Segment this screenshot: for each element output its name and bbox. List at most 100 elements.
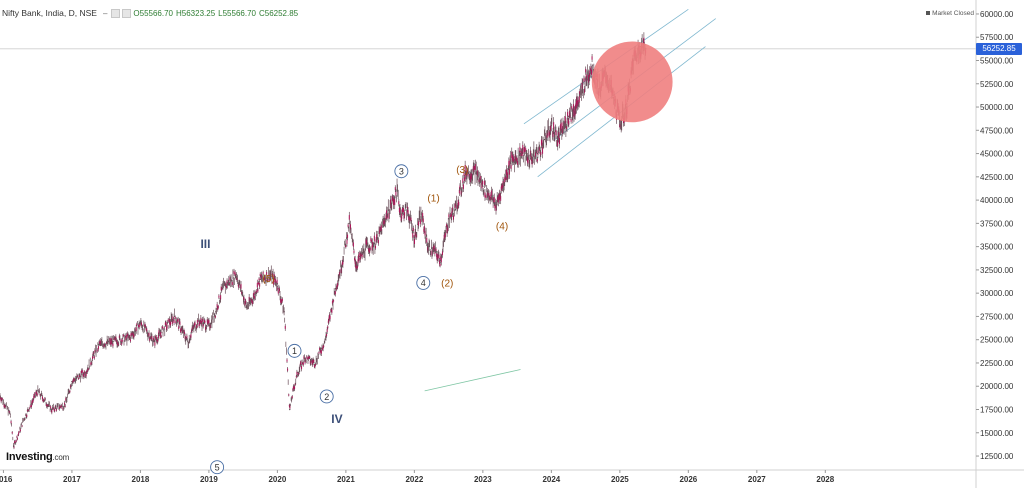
candle-body — [369, 247, 371, 250]
candle-body — [473, 165, 475, 170]
candle-body — [207, 320, 209, 324]
minus-icon[interactable]: – — [102, 8, 108, 18]
candle-body — [144, 323, 146, 327]
wave-label-paren[interactable]: (1) — [427, 194, 439, 205]
candle-body — [546, 133, 548, 138]
candle-body — [585, 74, 587, 82]
candle-body — [409, 216, 411, 221]
candle-body — [451, 207, 453, 212]
candle-body — [160, 332, 162, 336]
candle-body — [542, 147, 544, 154]
candle-body — [553, 122, 555, 130]
wave-label-circle[interactable] — [394, 164, 409, 179]
candle-body — [251, 300, 253, 303]
candle-body — [318, 351, 320, 354]
wave-label-circle[interactable] — [210, 460, 225, 475]
highlight-circle[interactable] — [591, 41, 673, 123]
candle-body — [113, 337, 115, 341]
candle-body — [82, 370, 84, 373]
candle-body — [177, 319, 179, 322]
candle-body — [326, 334, 328, 337]
y-tick-label: 35000.00 — [980, 243, 1014, 252]
candle-body — [423, 228, 425, 232]
candle-body — [96, 349, 98, 352]
data-point — [276, 283, 279, 285]
candle-body — [19, 429, 21, 432]
candle-body — [549, 132, 551, 136]
candle-body — [588, 75, 590, 83]
candle-body — [407, 210, 409, 215]
candle-body — [26, 414, 28, 417]
candle-body — [256, 290, 258, 293]
data-point — [519, 152, 522, 155]
wave-label-paren[interactable]: (3) — [456, 165, 468, 176]
y-tick-label: 57500.00 — [980, 33, 1014, 42]
data-point — [543, 138, 546, 141]
candle-body — [376, 234, 378, 240]
candle-body — [220, 295, 222, 300]
candle-body — [3, 404, 5, 407]
candle-body — [160, 335, 162, 338]
wave-label-roman[interactable]: III — [200, 237, 210, 251]
candle-body — [418, 221, 420, 226]
candle-body — [196, 320, 198, 323]
instrument-title[interactable]: Nifty Bank, India, D, NSE — [2, 8, 97, 18]
candle-body — [186, 335, 188, 339]
wave-label-paren[interactable]: (4) — [496, 222, 508, 233]
market-status-label: Market Closed — [932, 10, 974, 17]
candle-body — [434, 250, 436, 254]
candle-body — [423, 226, 425, 231]
candle-body — [117, 341, 119, 346]
ohlc-open: O55566.70 — [133, 8, 173, 18]
y-tick-label: 45000.00 — [980, 150, 1014, 159]
candle-body — [466, 170, 468, 173]
candle-body — [475, 163, 477, 170]
wave-label-roman[interactable]: IV — [331, 412, 342, 426]
candle-body — [64, 405, 66, 407]
candle-body — [47, 404, 49, 407]
candle-body — [422, 218, 424, 223]
candle-body — [481, 183, 483, 189]
wave-label-paren[interactable]: (5) — [262, 274, 274, 285]
data-point — [259, 278, 261, 280]
candle-body — [132, 333, 134, 337]
data-point — [396, 190, 398, 192]
candle-body — [412, 233, 414, 238]
candle-body — [308, 356, 310, 359]
candle-body — [196, 326, 198, 329]
candle-body — [172, 316, 174, 321]
candle-body — [500, 196, 502, 201]
candle-body — [565, 126, 567, 129]
candle-body — [109, 338, 111, 342]
candle-body — [447, 226, 449, 231]
candle-body — [329, 314, 331, 318]
settings-box-icon[interactable] — [122, 8, 132, 18]
candle-body — [506, 175, 508, 180]
wave-label-paren[interactable]: (2) — [441, 278, 453, 289]
settings-box-icon[interactable] — [111, 8, 121, 18]
candle-body — [94, 350, 96, 353]
wave-label-circle[interactable] — [416, 275, 431, 290]
candle-body — [0, 398, 2, 402]
wave-label-circle[interactable] — [319, 389, 334, 404]
candle-body — [31, 401, 33, 404]
candle-body — [291, 396, 293, 399]
candle-body — [258, 278, 260, 281]
candle-body — [451, 211, 453, 217]
wave-label-circle[interactable] — [287, 343, 302, 358]
candle-body — [459, 185, 461, 189]
candle-body — [133, 334, 135, 338]
candle-body — [121, 339, 123, 342]
candle-body — [253, 292, 255, 297]
data-point — [334, 287, 337, 290]
candle-body — [358, 257, 360, 261]
investing-logo[interactable]: Investing.com — [6, 451, 70, 463]
candle-body — [400, 218, 402, 221]
candle-body — [288, 394, 290, 396]
candle-body — [439, 260, 441, 265]
candle-body — [236, 277, 238, 281]
candle-body — [380, 225, 382, 231]
candle-body — [206, 319, 208, 323]
